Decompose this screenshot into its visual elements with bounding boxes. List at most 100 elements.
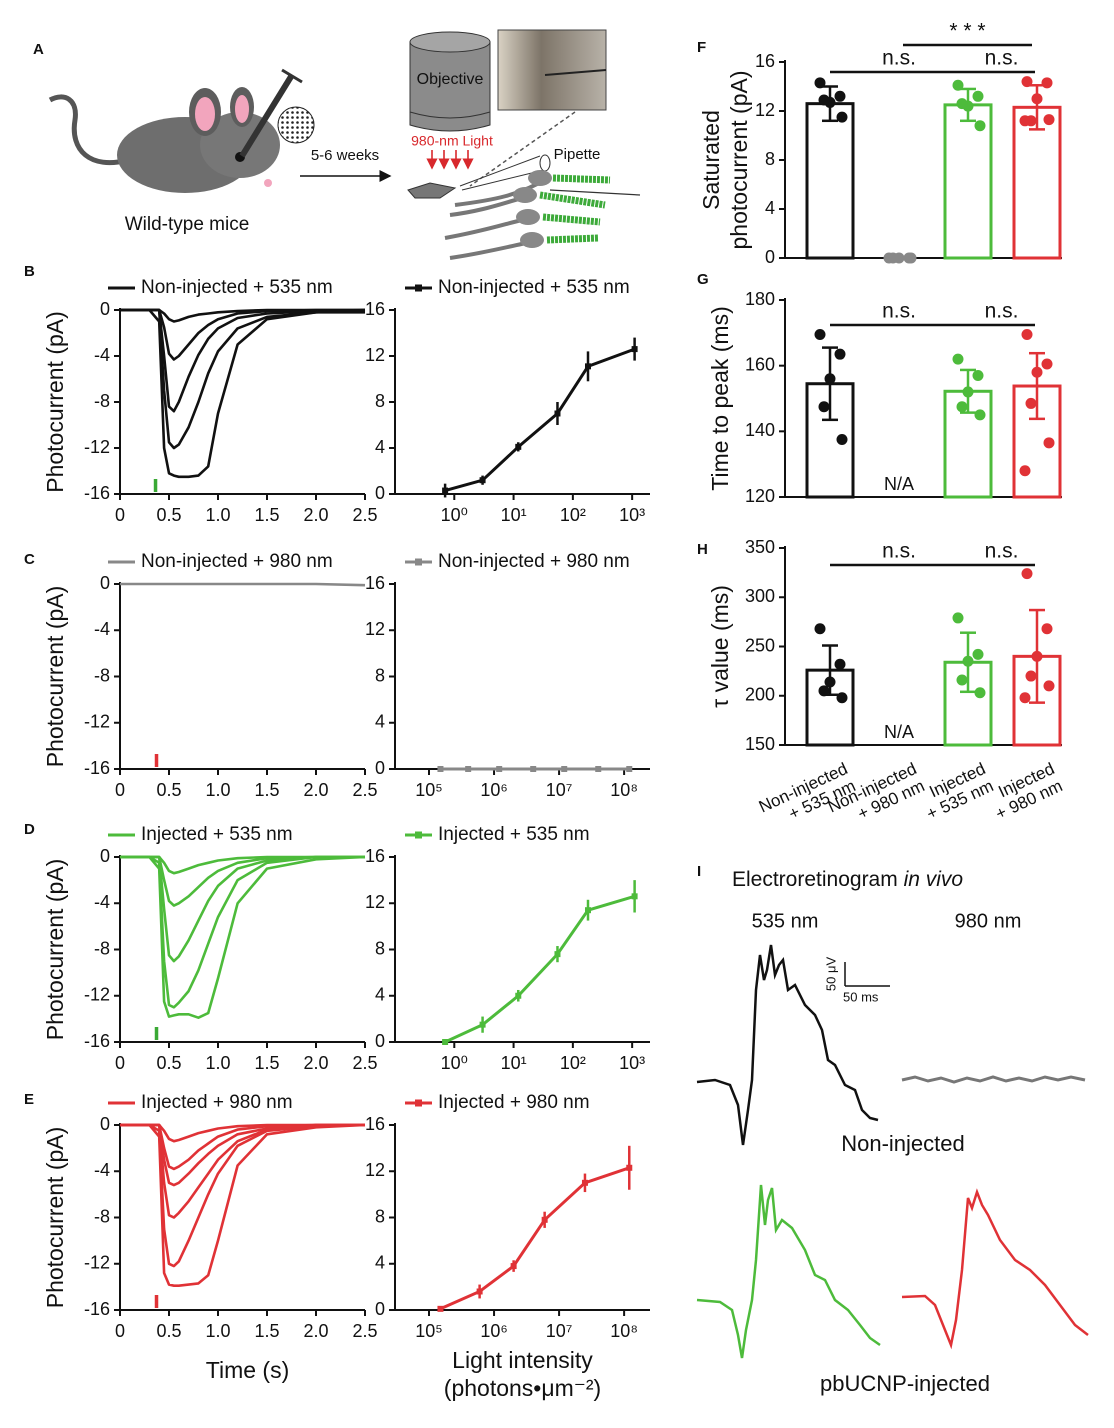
y-tick-label: 12 (755, 100, 775, 120)
stimulus-mark (153, 479, 158, 492)
y-tick-label: 12 (365, 619, 385, 639)
micrograph-pipette (544, 69, 607, 76)
data-point (962, 386, 974, 398)
y-axis-label: τ value (ms) (707, 585, 733, 708)
y-tick-label: 4 (765, 198, 775, 218)
significance-label: * * * (949, 20, 985, 43)
point (631, 346, 638, 353)
y-tick-label: -8 (94, 391, 110, 411)
y-tick-label: 0 (765, 247, 775, 267)
ucnp (277, 106, 315, 144)
point (515, 443, 522, 450)
objective (409, 41, 491, 132)
erg: Electroretinogram in vivo 535 nm 980 nm … (696, 868, 1089, 1396)
legend-label: Non-injected + 535 nm (141, 277, 333, 298)
significance-label: n.s. (985, 47, 1019, 70)
y-tick-label: -16 (84, 1299, 110, 1319)
data-point (956, 401, 968, 413)
data-point (974, 120, 986, 132)
point (584, 363, 591, 370)
erg-row: pbUCNP-injected (820, 1371, 990, 1396)
point (541, 1216, 548, 1223)
y-tick-label: 0 (100, 299, 110, 319)
significance-label: n.s. (985, 540, 1019, 563)
y-tick-label: 12 (365, 1160, 385, 1180)
y-axis-label: photocurrent (pA) (726, 71, 752, 250)
y-axis-label: Photocurrent (pA) (42, 586, 68, 768)
y-tick-label: -12 (84, 1253, 110, 1273)
schematic: Wild-type mice 5-6 weeks Objective 980-n… (48, 29, 641, 260)
x-tick-label: 2.5 (352, 1321, 377, 1341)
y-tick-label: -4 (94, 345, 110, 365)
data-point (824, 676, 836, 688)
y-tick-label: 140 (745, 420, 775, 440)
point (554, 410, 561, 417)
data-point (1031, 650, 1043, 662)
x-tick-label: 0.5 (156, 505, 181, 525)
series-line (444, 894, 636, 1044)
y-tick-label: 250 (745, 635, 775, 655)
mouse-ear (195, 97, 215, 131)
point (479, 477, 486, 484)
y-axis-label: Photocurrent (pA) (42, 311, 68, 493)
trace (120, 308, 366, 450)
point (437, 1305, 444, 1312)
trace (120, 1123, 366, 1287)
series-line (439, 1166, 630, 1311)
data-point (814, 77, 826, 89)
stimulus-mark (154, 1027, 159, 1040)
data-point (972, 90, 984, 102)
panel-label: C (24, 551, 35, 568)
x-tick-label: 10⁰ (441, 505, 468, 525)
trace (120, 855, 366, 1019)
x-tick-label: 10⁵ (415, 1321, 442, 1341)
y-axis-label: Photocurrent (pA) (42, 1127, 68, 1309)
x-tick-label: 10⁶ (480, 780, 507, 800)
x-tick-label: 10⁷ (546, 1321, 573, 1341)
trace (120, 582, 366, 587)
data-point (1031, 366, 1043, 378)
na-label: N/A (884, 722, 914, 742)
retina-piece (407, 182, 457, 199)
x-tick-label: 0.5 (156, 780, 181, 800)
data-point (962, 655, 974, 667)
x-tick-label: 2.5 (352, 780, 377, 800)
y-tick-label: 4 (375, 1253, 385, 1273)
legend-label: Injected + 535 nm (438, 824, 590, 845)
data-point (836, 692, 848, 704)
data-point (974, 687, 986, 699)
point (626, 1164, 633, 1171)
x-tick-label: 2.0 (303, 505, 328, 525)
y-tick-label: -16 (84, 758, 110, 778)
legend-marker (415, 284, 422, 292)
legend-label: Non-injected + 980 nm (141, 551, 333, 572)
y-tick-label: 8 (375, 1206, 385, 1226)
y-tick-label: 180 (745, 289, 775, 309)
y-tick-label: 0 (375, 1031, 385, 1051)
data-point (1043, 114, 1055, 126)
point (496, 766, 503, 772)
data-point (1043, 437, 1055, 449)
x-tick-label: 10¹ (501, 1053, 527, 1073)
x-tick-label: 10¹ (501, 505, 527, 525)
point (631, 893, 638, 900)
data-point (952, 612, 964, 624)
y-tick-label: 12 (365, 345, 385, 365)
data-point (952, 353, 964, 365)
data-point (974, 409, 986, 421)
point (515, 992, 522, 999)
label: Objective (417, 71, 484, 88)
dashed-line (469, 111, 576, 187)
y-tick-label: 12 (365, 892, 385, 912)
y-tick-label: -4 (94, 892, 110, 912)
x-axis-label: (photons•μm⁻²) (444, 1375, 601, 1401)
na-label: N/A (884, 474, 914, 494)
panel-label: E (24, 1091, 34, 1108)
y-tick-label: 16 (755, 51, 775, 71)
data-point (818, 401, 830, 413)
legend-label: Injected + 980 nm (438, 1092, 590, 1113)
x-tick-label: 10⁶ (480, 1321, 507, 1341)
erg-trace (901, 1188, 1089, 1350)
x-axis-label: Light intensity (452, 1347, 593, 1373)
point (626, 766, 633, 772)
